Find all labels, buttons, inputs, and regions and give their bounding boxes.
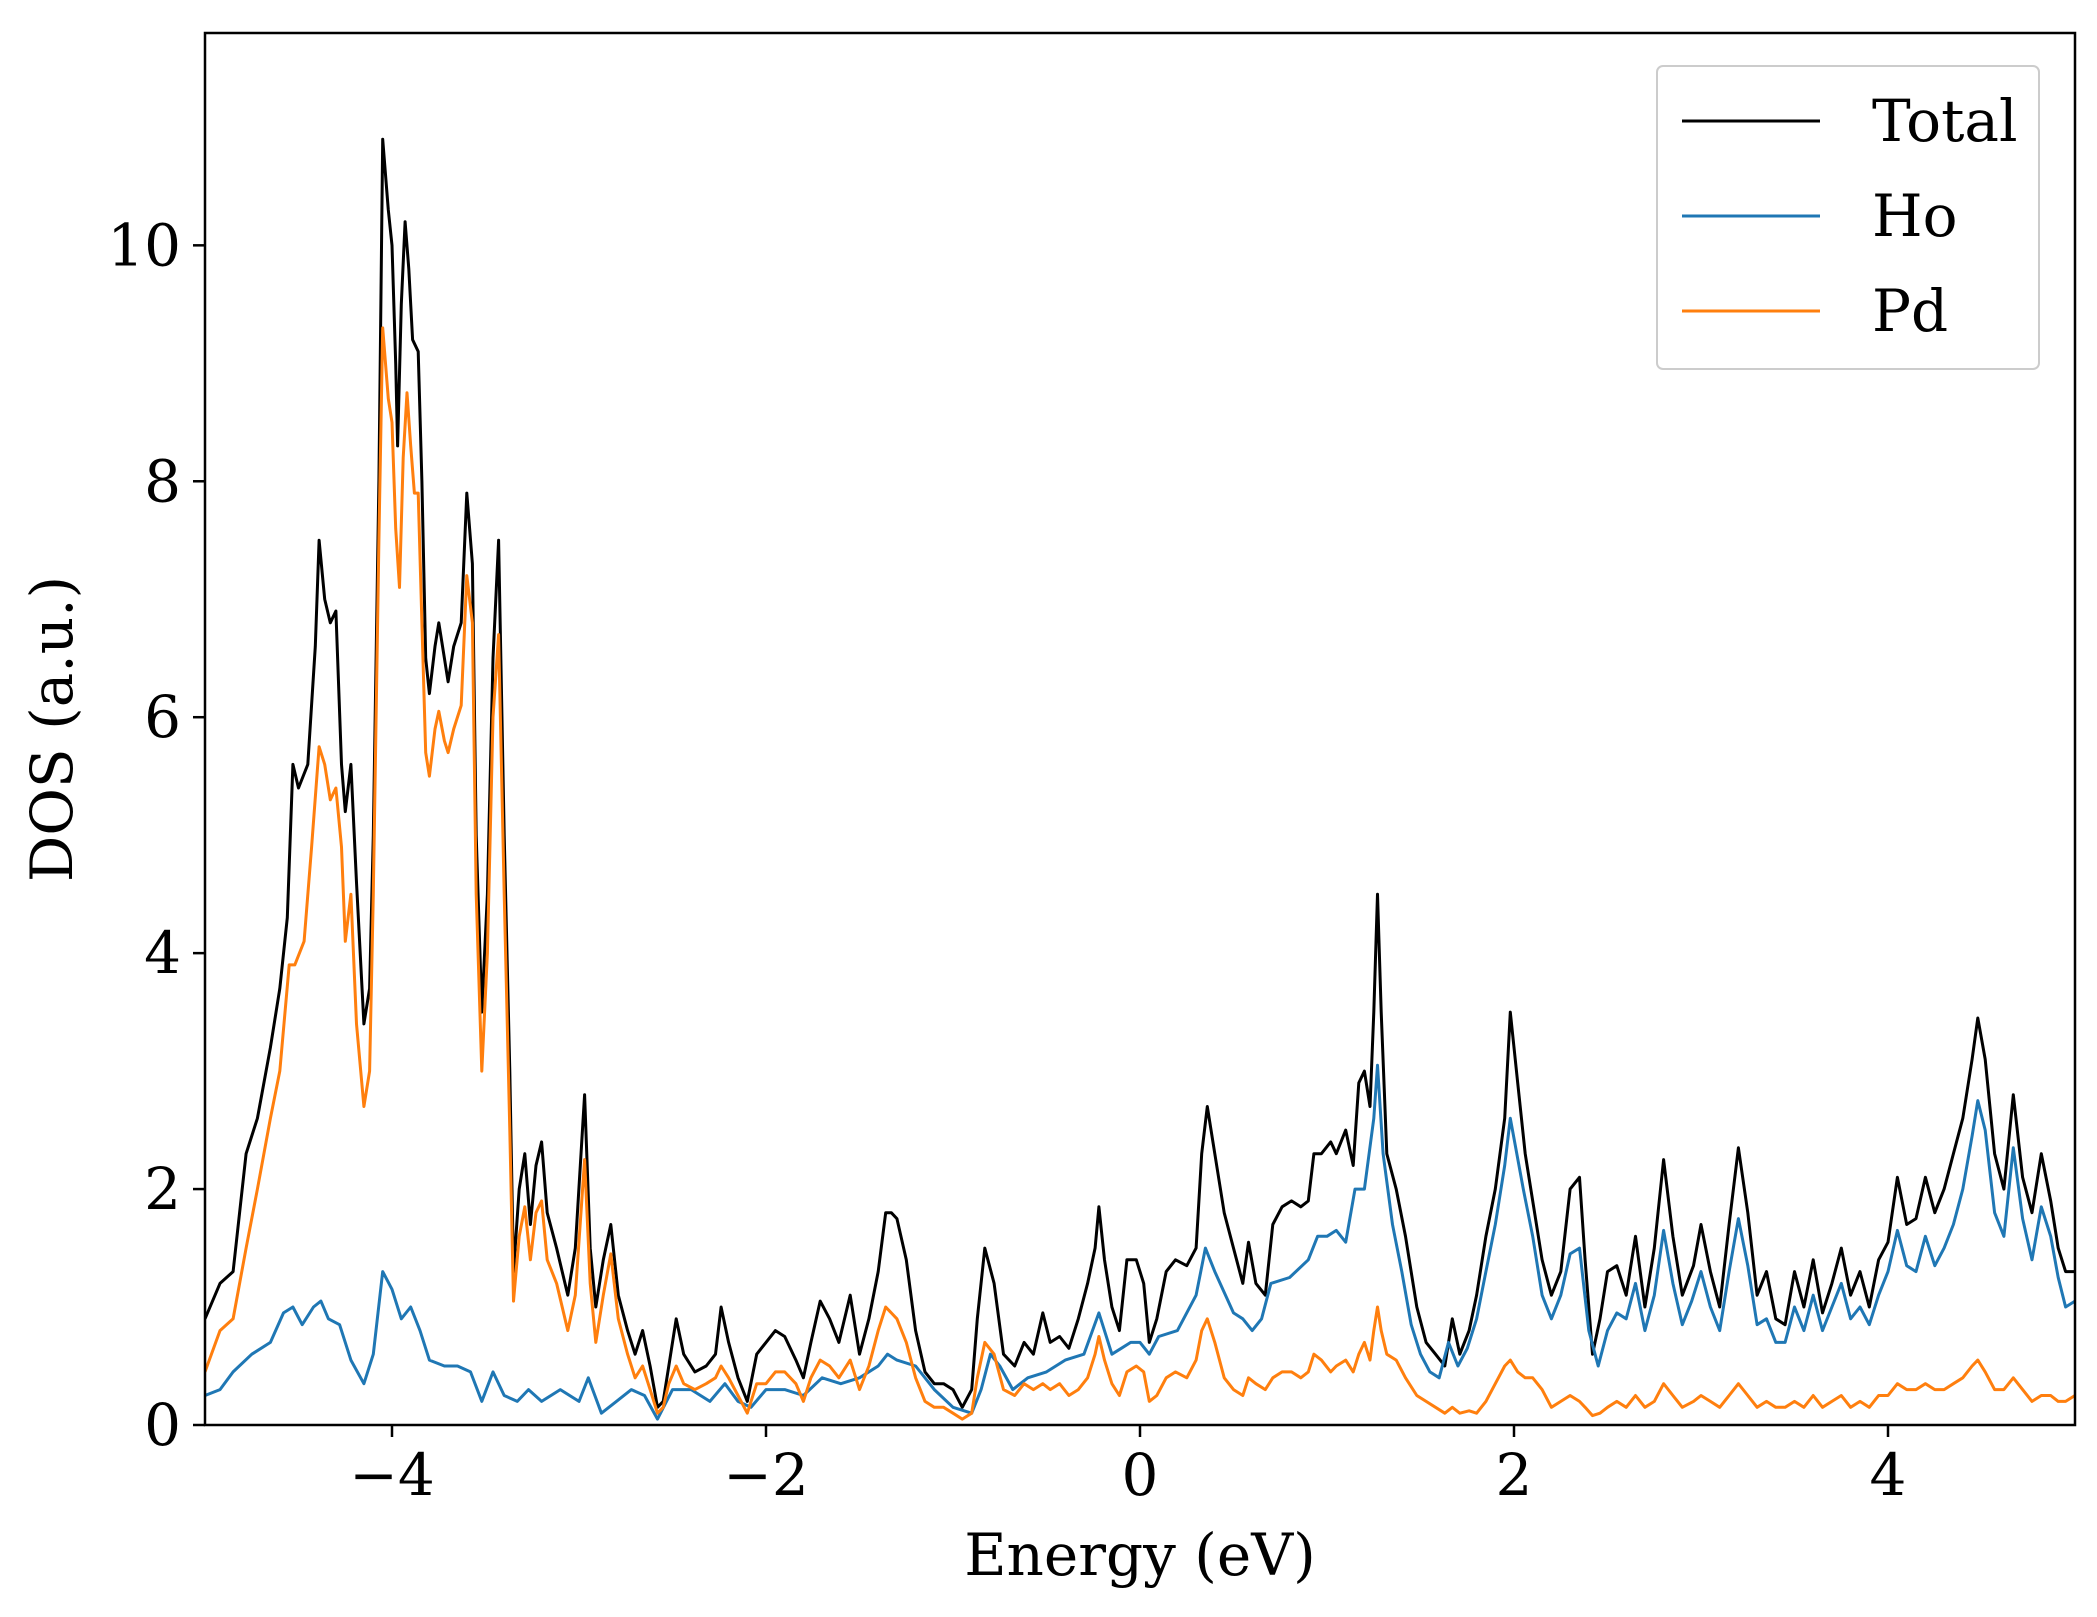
y-tick-label: 6 — [144, 683, 181, 751]
y-axis-label: DOS (a.u.) — [18, 576, 86, 882]
x-axis-ticks: −4 −2 0 2 4 — [349, 1425, 1906, 1509]
legend-frame — [1656, 65, 2040, 370]
y-axis-ticks: 0 2 4 6 8 10 — [107, 211, 205, 1459]
x-axis-label: Energy (eV) — [964, 1521, 1316, 1589]
legend-label-ho: Ho — [1872, 182, 1958, 250]
y-tick-label: 8 — [144, 447, 181, 515]
x-tick-label: 4 — [1870, 1441, 1907, 1509]
series-layer — [205, 137, 2075, 1421]
legend-label-pd: Pd — [1872, 277, 1948, 345]
series-line-pd — [205, 326, 2075, 1421]
series-line-ho — [205, 1063, 2075, 1421]
series-line-total — [205, 137, 2075, 1409]
plot-frame — [203, 31, 2077, 1427]
x-tick-label: 2 — [1496, 1441, 1533, 1509]
y-tick-label: 4 — [144, 919, 181, 987]
y-tick-label: 2 — [144, 1155, 181, 1223]
y-tick-label: 10 — [107, 211, 181, 279]
x-tick-label: −4 — [349, 1441, 435, 1509]
x-tick-label: −2 — [723, 1441, 809, 1509]
legend: Total Ho Pd — [1656, 65, 2040, 370]
legend-label-total: Total — [1872, 87, 2018, 155]
y-tick-label: 0 — [144, 1391, 181, 1459]
x-tick-label: 0 — [1122, 1441, 1159, 1509]
